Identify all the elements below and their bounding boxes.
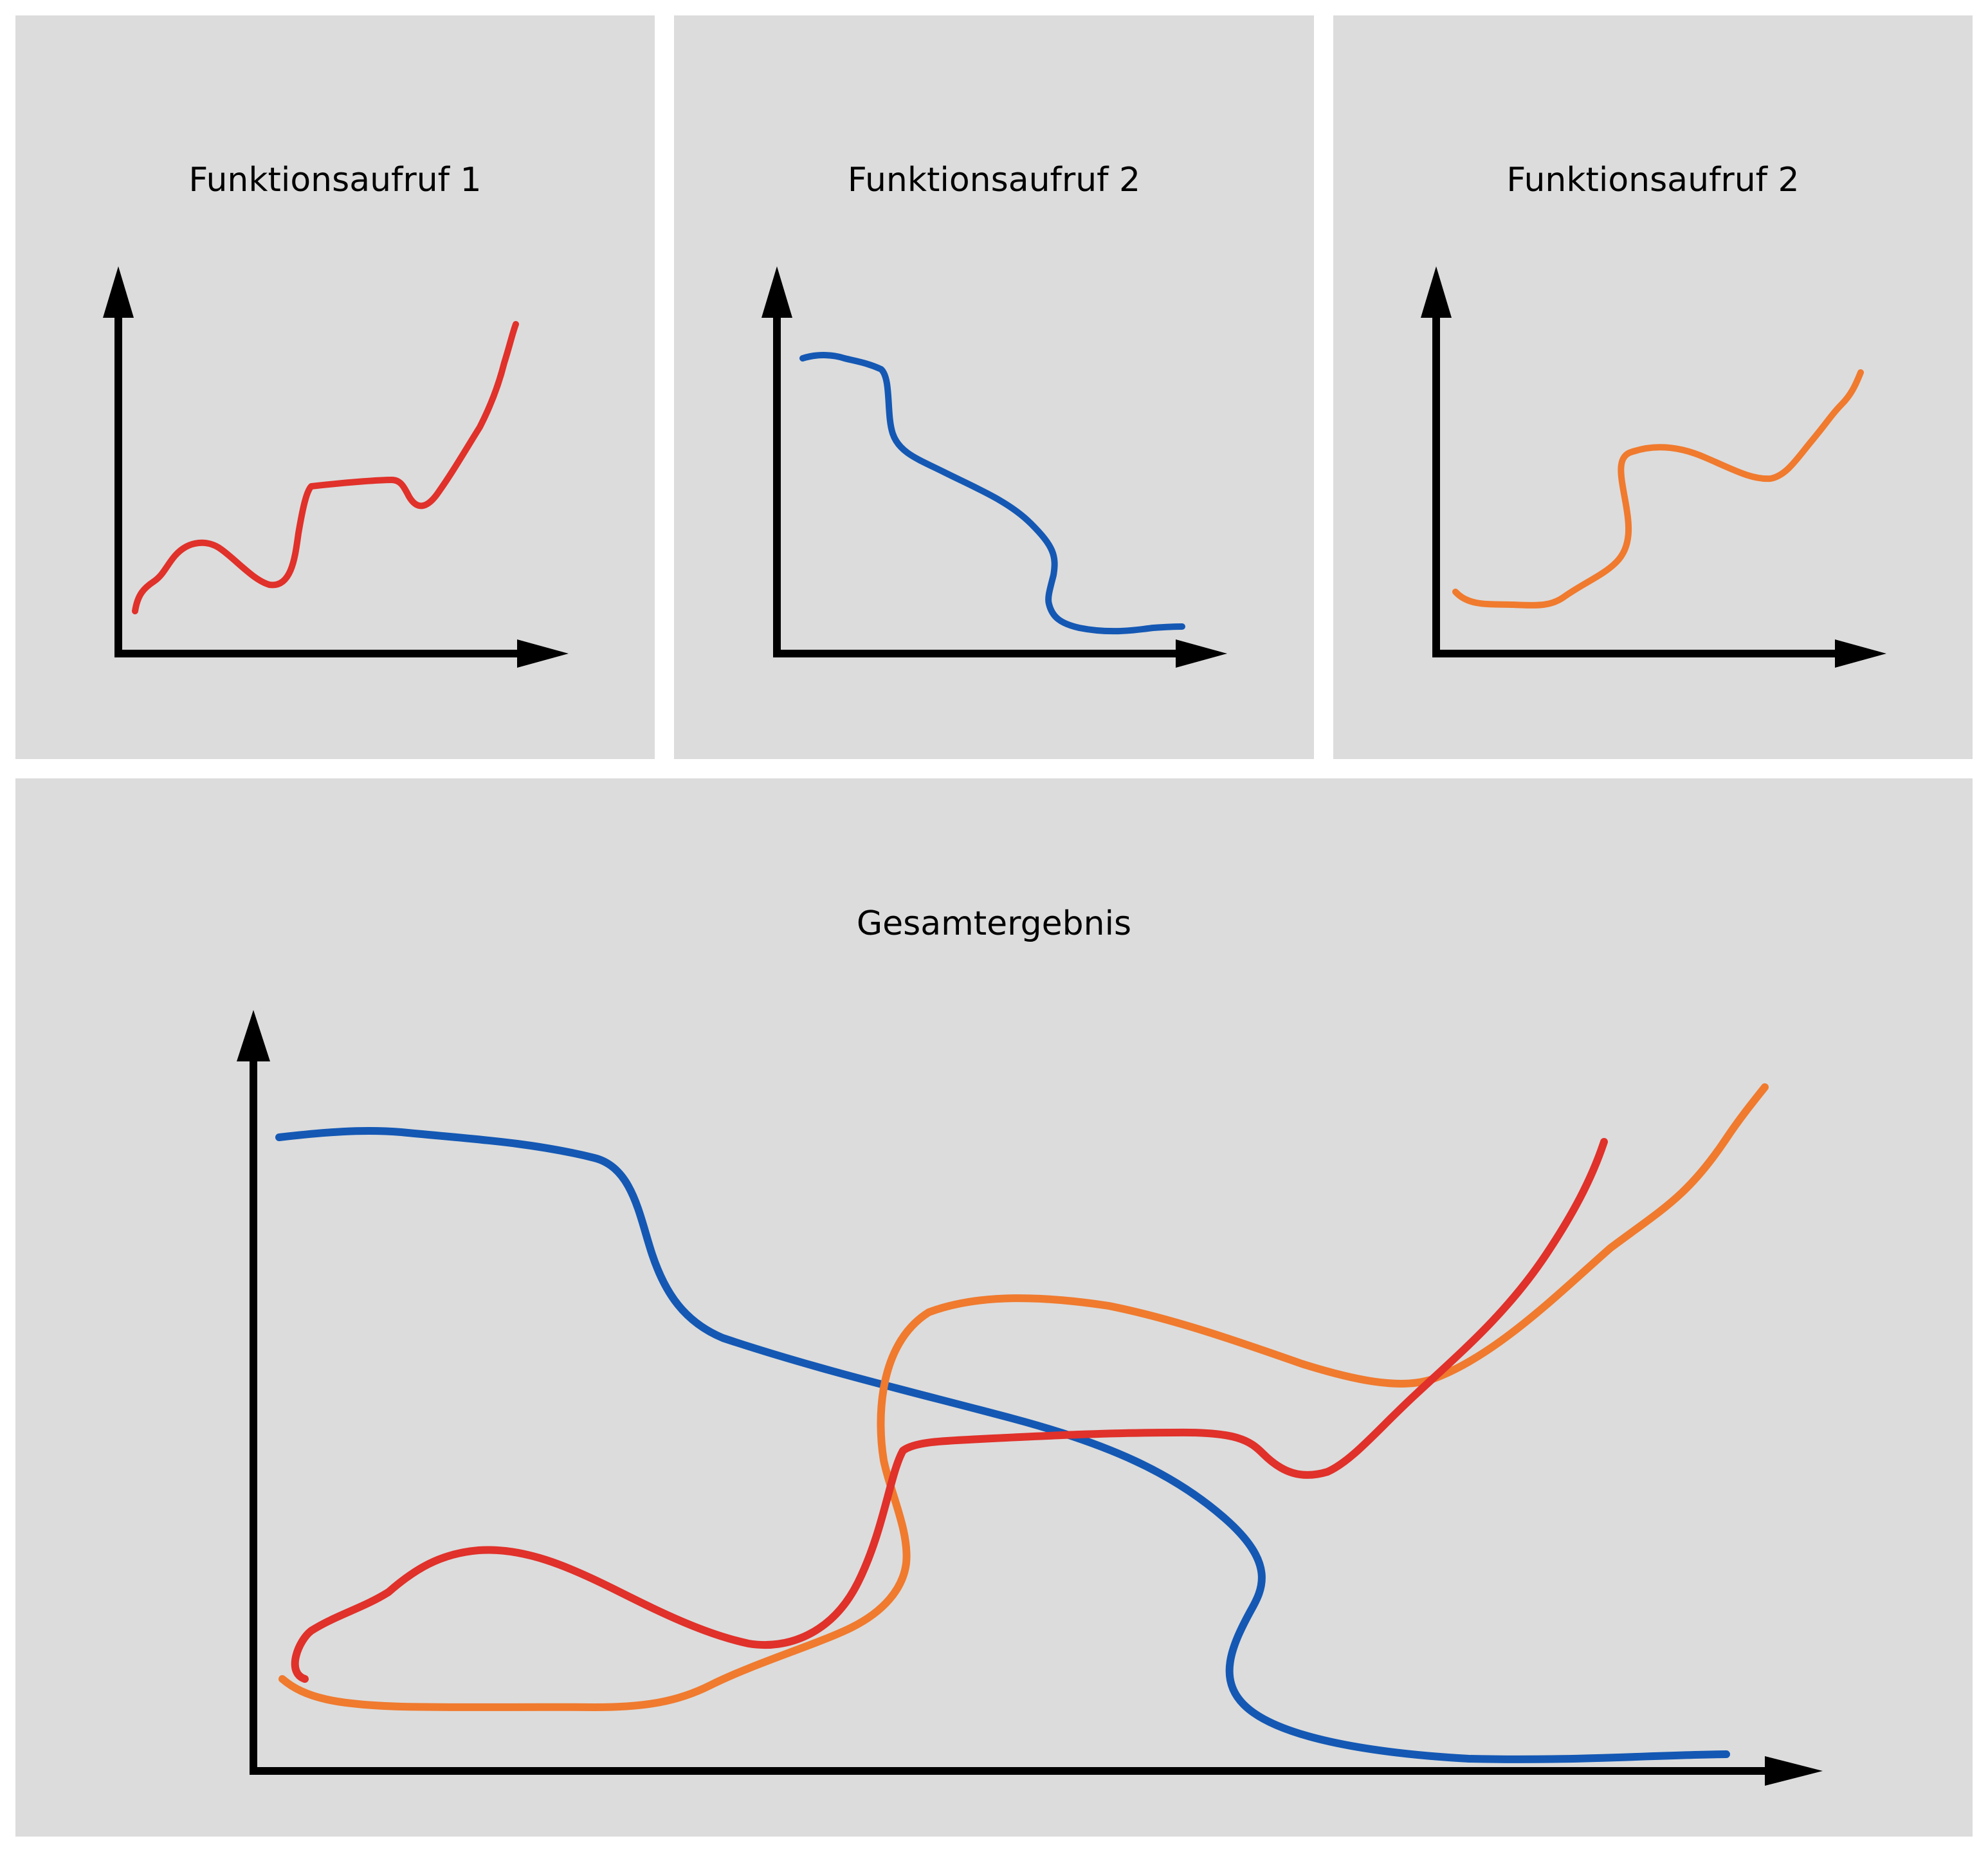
axis-lines [114,318,543,657]
plot-funktionsaufruf-1 [103,266,569,668]
y-axis-arrowhead [103,266,134,318]
curve-blue [275,1127,1730,1763]
axis-lines [773,318,1201,657]
curve-funktionsaufruf-2 [799,352,1185,635]
x-axis-arrowhead [1765,1756,1823,1786]
axis-lines [1432,318,1861,657]
panel-title: Funktionsaufruf 2 [847,161,1141,199]
curve-orange [278,1083,1769,1711]
panel-title: Funktionsaufruf 2 [1506,161,1800,199]
panel-title: Gesamtergebnis [856,904,1132,943]
curve-funktionsaufruf-1 [132,321,519,614]
panel-gesamtergebnis: Gesamtergebnis [15,778,1973,1837]
x-axis-arrowhead [517,639,569,668]
panel-funktionsaufruf-2: Funktionsaufruf 2 [674,15,1314,759]
panel-funktionsaufruf-3: Funktionsaufruf 2 [1333,15,1973,759]
plot-funktionsaufruf-3 [1421,266,1886,668]
plot-gesamtergebnis [237,1010,1823,1786]
plot-funktionsaufruf-2 [761,266,1227,668]
x-axis-arrowhead [1835,639,1886,668]
curve-red [291,1138,1608,1683]
y-axis-arrowhead [1421,266,1452,318]
panel-title: Funktionsaufruf 1 [188,161,482,199]
x-axis-arrowhead [1176,639,1227,668]
panel-funktionsaufruf-1: Funktionsaufruf 1 [15,15,655,759]
y-axis-arrowhead [237,1010,270,1061]
curve-funktionsaufruf-3 [1452,369,1864,609]
axis-lines [250,1061,1765,1775]
y-axis-arrowhead [761,266,792,318]
